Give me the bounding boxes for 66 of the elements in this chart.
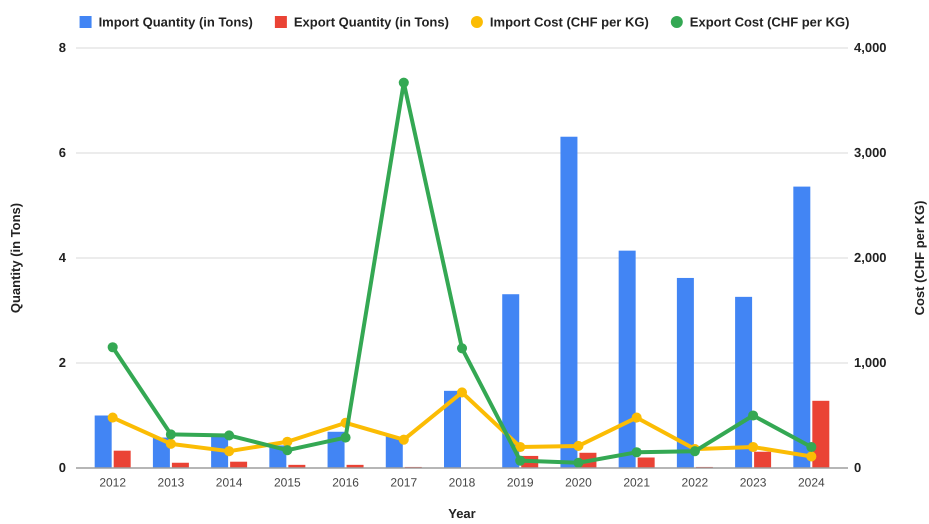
point bbox=[632, 447, 642, 458]
x-tick-label: 2017 bbox=[390, 476, 418, 490]
y2-tick-label: 4,000 bbox=[854, 40, 887, 56]
bar bbox=[114, 450, 131, 468]
bar bbox=[560, 136, 578, 468]
x-tick-label: 2016 bbox=[332, 476, 360, 490]
point bbox=[166, 429, 176, 440]
point bbox=[806, 442, 816, 452]
x-tick-label: 2022 bbox=[682, 476, 709, 490]
bar bbox=[444, 390, 461, 468]
point bbox=[282, 445, 292, 456]
point bbox=[224, 446, 234, 456]
bar bbox=[754, 452, 772, 468]
bar bbox=[735, 296, 752, 468]
point bbox=[632, 412, 642, 423]
y-tick-label: 4 bbox=[58, 250, 67, 266]
point bbox=[166, 438, 176, 449]
y-tick-label: 8 bbox=[58, 40, 66, 56]
bar bbox=[638, 458, 655, 468]
x-tick-label: 2023 bbox=[740, 476, 767, 490]
point bbox=[108, 342, 118, 352]
y-tick-label: 2 bbox=[58, 355, 66, 370]
legend-label: Export Cost (CHF per KG) bbox=[690, 14, 850, 30]
point bbox=[456, 343, 468, 354]
x-tick-label: 2018 bbox=[448, 476, 476, 490]
x-tick-label: 2015 bbox=[274, 476, 302, 490]
bar bbox=[676, 278, 694, 468]
point bbox=[515, 456, 526, 466]
point bbox=[108, 412, 118, 423]
bar bbox=[502, 294, 520, 468]
bar bbox=[618, 250, 636, 468]
y2-tick-label: 0 bbox=[854, 460, 862, 476]
point bbox=[573, 440, 584, 451]
point bbox=[806, 451, 816, 462]
point bbox=[340, 432, 351, 443]
point bbox=[456, 387, 468, 398]
point bbox=[748, 442, 758, 452]
bar bbox=[94, 416, 112, 468]
bar bbox=[812, 400, 830, 468]
y-axis-title: Quantity (in Tons) bbox=[8, 202, 23, 314]
point bbox=[398, 434, 409, 445]
y-tick-label: 0 bbox=[58, 460, 66, 476]
legend-label: Import Cost (CHF per KG) bbox=[490, 14, 649, 30]
point bbox=[398, 78, 409, 88]
point bbox=[282, 436, 292, 447]
x-tick-label: 2021 bbox=[623, 476, 650, 490]
bar bbox=[793, 186, 810, 468]
legend-label: Import Quantity (in Tons) bbox=[98, 14, 253, 30]
x-tick-label: 2019 bbox=[506, 476, 534, 490]
point bbox=[515, 442, 526, 452]
x-axis-title: Year bbox=[448, 506, 476, 521]
bar bbox=[230, 462, 248, 468]
x-tick-label: 2020 bbox=[565, 476, 592, 490]
y2-tick-label: 1,000 bbox=[854, 355, 887, 370]
y2-tick-label: 2,000 bbox=[854, 250, 887, 266]
x-tick-label: 2024 bbox=[798, 476, 825, 490]
x-tick-label: 2013 bbox=[158, 476, 185, 490]
y2-tick-label: 3,000 bbox=[854, 145, 887, 160]
y-tick-label: 6 bbox=[58, 145, 66, 160]
point bbox=[573, 458, 584, 468]
y2-axis-title: Cost (CHF per KG) bbox=[912, 200, 927, 316]
legend-label: Export Quantity (in Tons) bbox=[294, 14, 449, 30]
x-tick-label: 2014 bbox=[216, 476, 243, 490]
point bbox=[748, 410, 758, 421]
x-tick-label: 2012 bbox=[99, 476, 126, 490]
point bbox=[224, 430, 234, 440]
